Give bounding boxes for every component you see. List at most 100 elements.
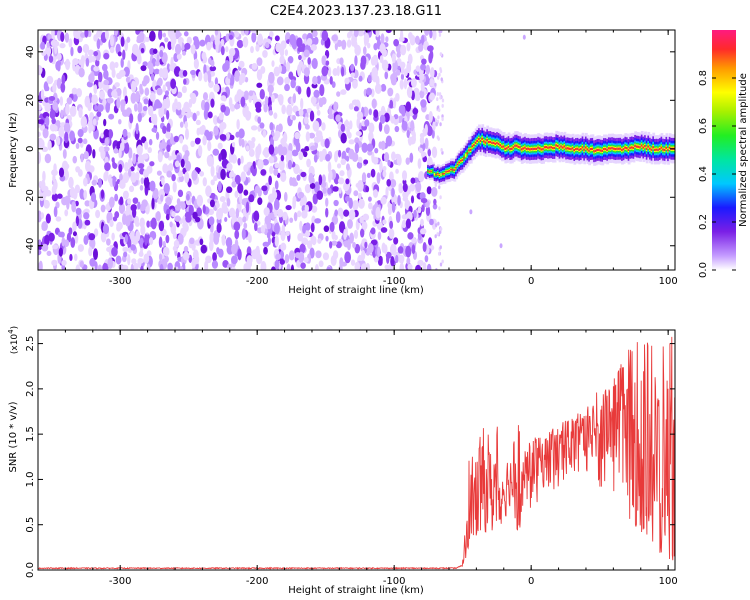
noise-cell <box>282 211 288 221</box>
signal-cell <box>468 149 472 152</box>
noise-cell <box>332 186 339 192</box>
noise-cell <box>122 49 126 61</box>
noise-cell <box>158 30 163 41</box>
noise-cell <box>180 158 185 168</box>
noise-cell <box>127 131 131 139</box>
noise-cell <box>311 58 318 70</box>
signal-cell <box>478 137 481 141</box>
noise-cell <box>162 84 166 93</box>
signal-cell <box>563 145 567 148</box>
noise-cell <box>203 72 208 83</box>
noise-cell <box>352 200 359 211</box>
noise-cell <box>148 237 154 245</box>
snr-exponent-label: (x104) <box>7 326 20 354</box>
noise-cell <box>216 247 220 255</box>
signal-cell <box>458 161 462 164</box>
noise-cell <box>311 30 318 38</box>
noise-cell <box>52 174 56 183</box>
noise-cell <box>409 183 416 192</box>
noise-cell <box>389 99 394 109</box>
noise-cell <box>75 142 80 150</box>
noise-cell <box>439 230 442 235</box>
noise-cell <box>167 30 173 38</box>
noise-cell <box>78 59 82 65</box>
noise-cell <box>254 222 258 232</box>
noise-cell <box>339 170 345 177</box>
x-tick-label: -300 <box>109 276 132 287</box>
noise-cell <box>417 170 425 183</box>
noise-cell <box>304 124 310 130</box>
noise-cell <box>330 255 337 267</box>
heatmap-x-label: Height of straight line (km) <box>288 285 424 296</box>
signal-cell <box>627 148 631 151</box>
noise-cell <box>58 247 63 257</box>
noise-cell <box>377 246 381 258</box>
noise-cell <box>231 255 238 265</box>
snr-y-label: SNR (10 * v/v) <box>8 401 19 472</box>
noise-cell <box>44 153 52 164</box>
noise-cell <box>138 251 144 257</box>
noise-cell <box>243 189 249 196</box>
noise-cell <box>158 220 165 232</box>
noise-cell <box>338 187 342 194</box>
noise-cell <box>140 65 147 72</box>
noise-cell <box>88 165 95 173</box>
noise-cell <box>438 185 441 190</box>
signal-cell <box>476 139 480 143</box>
noise-cell <box>415 95 421 102</box>
noise-cell <box>114 193 119 202</box>
noise-cell <box>149 180 156 192</box>
signal-cell <box>550 146 554 149</box>
noise-cell <box>136 144 143 156</box>
noise-cell <box>202 92 209 101</box>
noise-cell <box>331 34 338 42</box>
x-tick-label: 100 <box>659 276 678 287</box>
noise-cell <box>313 89 320 98</box>
signal-cell <box>576 147 580 150</box>
noise-cell <box>287 159 293 170</box>
noise-cell <box>273 66 280 77</box>
noise-cell <box>51 169 58 177</box>
signal-cell <box>455 166 458 169</box>
noise-cell <box>344 251 351 264</box>
signal-cell <box>568 147 572 150</box>
noise-cell <box>281 224 286 234</box>
noise-cell <box>348 103 354 110</box>
noise-cell <box>141 136 147 144</box>
noise-cell <box>159 263 164 270</box>
noise-cell <box>307 57 311 65</box>
x-tick-label: -100 <box>383 276 406 287</box>
snr-y-axis: 0.0 0.5 1.0 1.5 2.0 2.5 <box>25 336 675 578</box>
noise-cell <box>288 142 293 153</box>
noise-cell <box>406 42 411 52</box>
noise-cell <box>183 245 189 253</box>
signal-cell <box>632 146 636 149</box>
noise-cell <box>250 30 258 34</box>
snr-frame <box>37 329 676 571</box>
noise-cell <box>131 236 139 245</box>
noise-cell <box>297 64 302 77</box>
noise-cell <box>77 169 83 177</box>
noise-cell <box>199 238 204 246</box>
noise-cell <box>82 43 90 54</box>
noise-cell <box>179 121 184 128</box>
noise-cell <box>236 39 244 49</box>
noise-cell <box>229 134 235 141</box>
noise-cell <box>244 76 249 83</box>
noise-cell <box>46 75 54 85</box>
signal-cell <box>555 144 559 147</box>
noise-cell <box>306 158 311 168</box>
noise-cell <box>294 131 301 140</box>
noise-cell <box>135 122 139 135</box>
noise-cell <box>161 177 165 186</box>
noise-cell <box>53 206 58 218</box>
noise-cell <box>376 221 383 231</box>
noise-cell <box>102 262 109 270</box>
noise-cell <box>216 223 222 234</box>
noise-cell <box>104 162 111 172</box>
signal-cell <box>522 147 526 150</box>
colorbar-gradient <box>712 30 736 270</box>
y-tick-label: 0 <box>25 146 36 152</box>
noise-cell <box>303 151 308 158</box>
noise-cell <box>439 262 443 267</box>
